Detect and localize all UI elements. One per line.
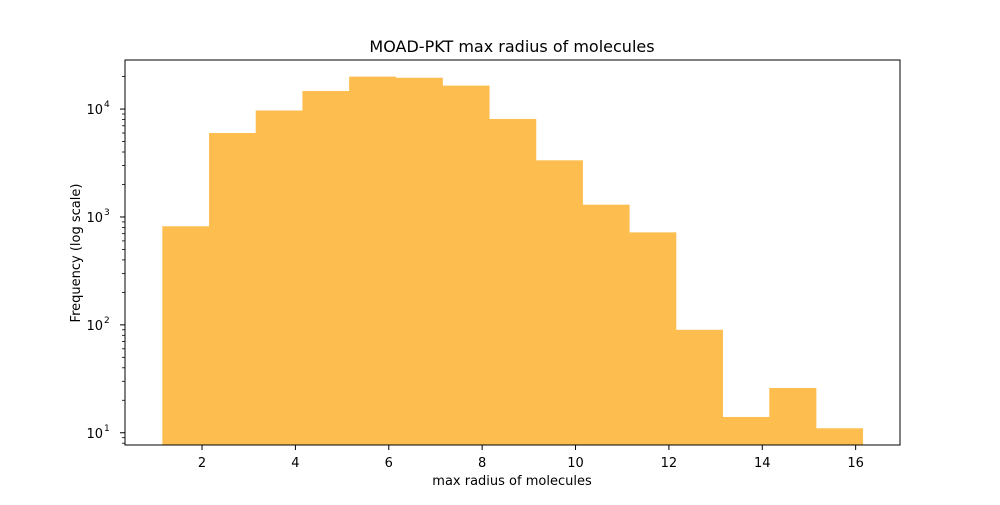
y-tick-label: 10 xyxy=(86,319,103,334)
x-axis-label: max radius of molecules xyxy=(432,474,592,489)
x-tick-label: 2 xyxy=(198,456,206,471)
bars-group xyxy=(162,76,864,446)
histogram-bar xyxy=(815,428,864,445)
histogram-bar xyxy=(535,160,583,445)
histogram-bar xyxy=(442,85,490,446)
histogram-bar xyxy=(349,76,397,445)
y-tick-label: 10 xyxy=(86,103,103,118)
x-tick-label: 12 xyxy=(661,456,678,471)
y-tick-exponent: 1 xyxy=(104,424,110,434)
histogram-bar xyxy=(162,226,210,445)
histogram-bar xyxy=(489,118,537,445)
y-tick-exponent: 4 xyxy=(104,100,110,110)
y-tick-label: 10 xyxy=(86,211,103,226)
y-axis-label: Frequency (log scale) xyxy=(69,184,84,323)
plot-frame xyxy=(124,59,901,446)
histogram-bar xyxy=(395,77,443,445)
x-tick-label: 6 xyxy=(385,456,393,471)
x-axis: 2 4 6 8 10 12 14 16 xyxy=(198,445,864,471)
histogram-bar xyxy=(769,387,817,445)
histogram-bar xyxy=(255,110,303,445)
y-tick-exponent: 3 xyxy=(104,208,110,218)
y-tick-label: 10 xyxy=(86,427,103,442)
x-tick-label: 10 xyxy=(567,456,584,471)
x-tick-label: 4 xyxy=(291,456,299,471)
x-tick-label: 16 xyxy=(847,456,864,471)
histogram-bar xyxy=(629,232,677,445)
histogram-bar xyxy=(722,416,770,445)
histogram-bar xyxy=(302,91,350,446)
histogram-bar xyxy=(675,329,723,445)
chart-title: MOAD-PKT max radius of molecules xyxy=(369,37,654,56)
histogram-bar xyxy=(582,204,630,445)
y-tick-exponent: 2 xyxy=(104,316,110,326)
x-tick-label: 14 xyxy=(754,456,771,471)
x-tick-label: 8 xyxy=(478,456,486,471)
histogram-bar xyxy=(209,133,257,445)
